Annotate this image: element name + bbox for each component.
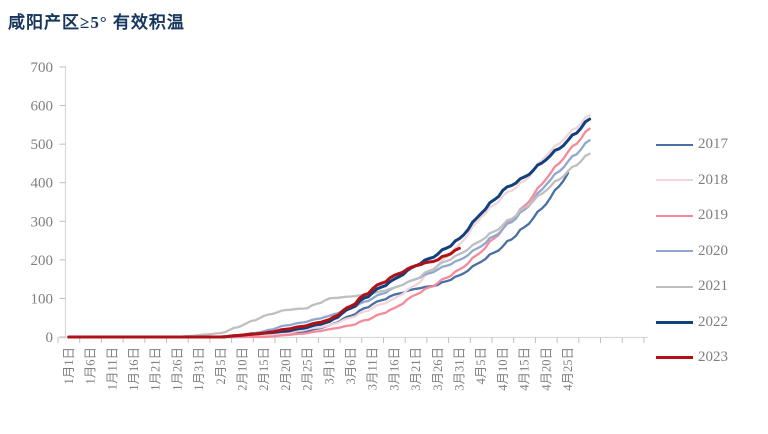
- x-axis-tick-label: 1月11日: [105, 347, 119, 390]
- legend-swatch-2021: [656, 285, 693, 288]
- chart-title: 咸阳产区≥5° 有效积温: [8, 13, 185, 32]
- x-axis-tick-label: 1月6日: [84, 347, 98, 385]
- legend-swatch-2020: [656, 250, 693, 253]
- legend-label: 2020: [698, 242, 728, 259]
- legend-swatch-2023: [656, 356, 693, 360]
- x-axis-tick-label: 3月31日: [452, 347, 466, 391]
- x-axis-tick-label: 2月10日: [235, 347, 249, 391]
- legend-item-2018: 2018: [656, 163, 766, 199]
- x-axis-tick-label: 1月26日: [170, 347, 184, 391]
- series-line-2018: [67, 114, 591, 339]
- legend-item-2023: 2023: [656, 340, 766, 376]
- x-axis-tick-label: 4月15日: [518, 347, 532, 391]
- x-axis-tick-label: 2月25日: [301, 347, 315, 391]
- legend-swatch-2019: [656, 214, 693, 217]
- legend-label: 2022: [698, 313, 728, 330]
- x-axis-tick-label: 1月16日: [127, 347, 141, 391]
- x-axis-tick-label: 3月26日: [431, 347, 445, 391]
- legend-label: 2019: [698, 207, 728, 224]
- series-line-2017: [67, 171, 570, 339]
- legend: 2017 2018 2019 2020 2021 2022 2023: [656, 127, 766, 376]
- legend-label: 2018: [698, 171, 728, 188]
- x-axis-tick-label: 3月21日: [409, 347, 423, 391]
- x-axis-tick-label: 4月20日: [539, 347, 553, 391]
- x-axis-tick-label: 2月20日: [279, 347, 293, 391]
- legend-swatch-2022: [656, 320, 693, 324]
- x-axis-tick-label: 3月16日: [387, 347, 401, 391]
- series-line-2021: [67, 152, 591, 339]
- legend-label: 2021: [698, 278, 728, 295]
- y-axis-tick-label: 500: [31, 137, 54, 153]
- legend-label: 2023: [698, 349, 728, 366]
- y-axis-tick-label: 100: [31, 291, 54, 307]
- x-axis-tick-label: 1月1日: [62, 347, 76, 385]
- x-axis-tick-label: 4月25日: [561, 347, 575, 391]
- series-line-2023: [67, 246, 461, 339]
- legend-label: 2017: [698, 136, 728, 153]
- x-axis-tick-label: 3月11日: [366, 347, 380, 390]
- series-line-2019: [67, 127, 591, 339]
- legend-item-2020: 2020: [656, 234, 766, 270]
- legend-item-2017: 2017: [656, 127, 766, 163]
- x-axis-tick-label: 4月5日: [474, 347, 488, 385]
- legend-swatch-2018: [656, 179, 693, 182]
- x-axis-tick-label: 3月1日: [322, 347, 336, 385]
- x-axis-tick-label: 2月15日: [257, 347, 271, 391]
- series-line-2022: [67, 117, 592, 339]
- legend-item-2021: 2021: [656, 269, 766, 305]
- x-axis-tick-label: 3月6日: [344, 347, 358, 385]
- legend-swatch-2017: [656, 143, 693, 146]
- legend-item-2022: 2022: [656, 305, 766, 341]
- legend-item-2019: 2019: [656, 198, 766, 234]
- x-axis-tick-label: 2月5日: [214, 347, 228, 385]
- y-axis-tick-label: 200: [31, 253, 54, 269]
- x-axis-tick-label: 1月31日: [192, 347, 206, 391]
- y-axis-tick-label: 400: [31, 176, 54, 192]
- x-axis-tick-label: 1月21日: [149, 347, 163, 391]
- y-axis-tick-label: 0: [46, 330, 54, 346]
- y-axis-tick-label: 700: [31, 60, 54, 76]
- x-axis-tick-label: 4月10日: [496, 347, 510, 391]
- y-axis-tick-label: 300: [31, 214, 54, 230]
- y-axis-tick-label: 600: [31, 99, 54, 115]
